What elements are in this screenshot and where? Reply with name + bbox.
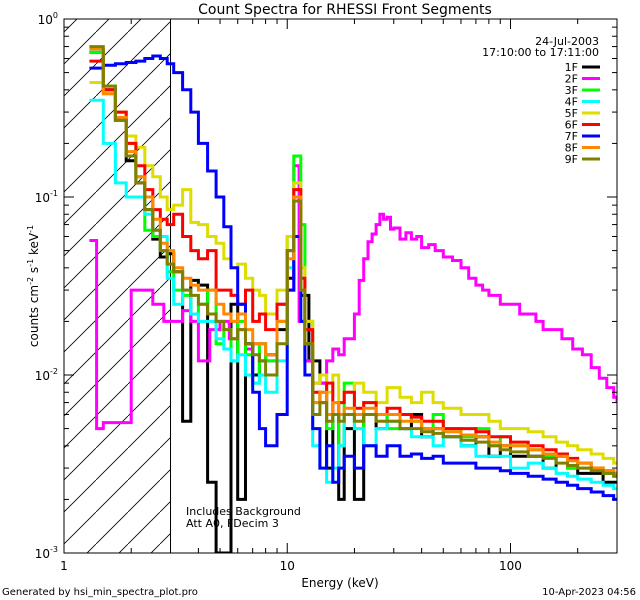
annotation-background: Includes Background [186, 505, 301, 518]
legend-label-7F: 7F [565, 130, 578, 143]
legend-label-9F: 9F [565, 153, 578, 166]
y-tick-label: 100 [38, 11, 58, 27]
legend-label-2F: 2F [565, 73, 578, 86]
legend-label-5F: 5F [565, 107, 578, 120]
footer-timestamp: 10-Apr-2023 04:56 [542, 587, 636, 598]
y-axis-label: counts cm-2 s-1 keV-1 [26, 225, 41, 347]
legend-label-4F: 4F [565, 96, 578, 109]
series-line-2F [89, 164, 617, 431]
footer-generated: Generated by hsi_min_spectra_plot.pro [2, 587, 198, 598]
legend-label-1F: 1F [565, 61, 578, 74]
series-line-4F [89, 98, 617, 491]
x-tick-label: 10 [280, 559, 295, 573]
hatched-region [64, 19, 171, 553]
x-axis-label: Energy (keV) [301, 576, 378, 590]
legend-label-3F: 3F [565, 84, 578, 97]
x-axis: 1 10 100 [60, 19, 618, 573]
time-range-label: 17:10:00 to 17:11:00 [482, 46, 599, 59]
legend-label-6F: 6F [565, 119, 578, 132]
y-tick-label: 10-1 [35, 189, 58, 205]
chart-title: Count Spectra for RHESSI Front Segments [198, 2, 492, 18]
y-tick-label: 10-2 [35, 367, 58, 383]
y-axis: 10-3 10-2 10-1 100 [35, 11, 617, 561]
y-tick-label: 10-3 [35, 545, 58, 561]
series-line-9F [89, 45, 617, 478]
plot-frame [63, 18, 618, 554]
x-tick-label: 1 [60, 559, 68, 573]
series-group [89, 45, 617, 553]
date-label: 24-Jul-2003 [535, 35, 599, 48]
legend-label-8F: 8F [565, 142, 578, 155]
annotation-attenuator: Att A0, FDecim 3 [186, 517, 279, 530]
x-tick-label: 100 [499, 559, 522, 573]
